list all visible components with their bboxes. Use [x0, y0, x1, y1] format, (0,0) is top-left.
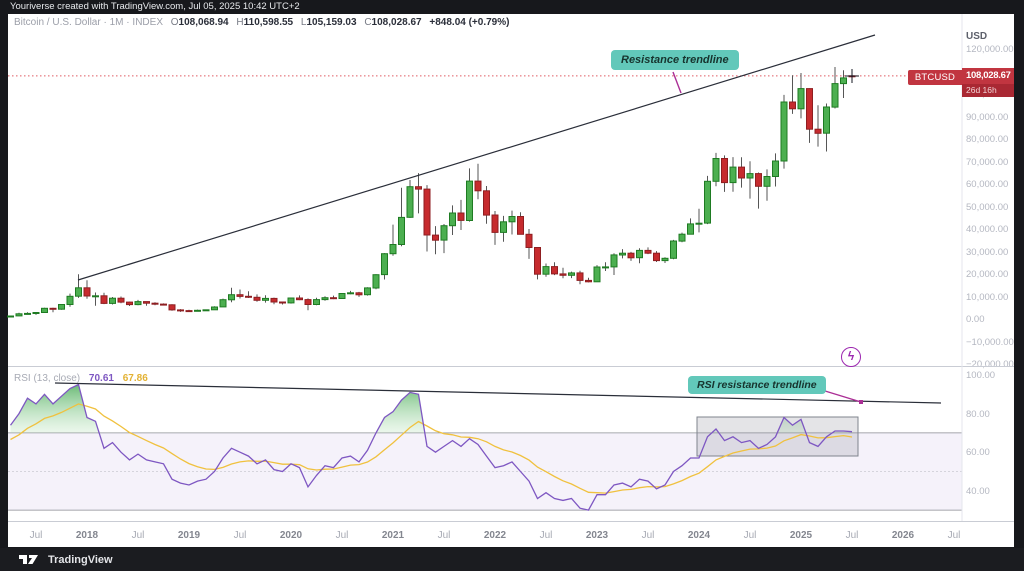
- last-price-label: 108,028.67 26d 16h: [962, 68, 1014, 97]
- time-tick: 2025: [789, 530, 813, 541]
- attribution-text: Youriverse created with TradingView.com,…: [10, 1, 300, 12]
- symbol-title[interactable]: Bitcoin / U.S. Dollar: [14, 17, 101, 28]
- close-value: 108,028.67: [371, 17, 422, 28]
- high-label: H: [236, 17, 244, 28]
- time-tick: 2023: [585, 530, 609, 541]
- time-tick: 2018: [75, 530, 99, 541]
- time-tick: Jul: [947, 530, 961, 541]
- rsi-legend[interactable]: RSI (13, close) 70.61 67.86: [14, 373, 148, 384]
- rsi-tick: 60.00: [966, 447, 990, 459]
- price-tick: −20,000.00: [966, 359, 1014, 370]
- resistance-trendline-callout[interactable]: Resistance trendline: [611, 50, 739, 70]
- chart-panel: [8, 14, 1014, 547]
- close-label: C: [364, 17, 372, 28]
- price-tick: −10,000.00: [966, 336, 1014, 348]
- open-value: 108,068.94: [178, 17, 229, 28]
- rsi-value: 70.61: [88, 373, 114, 384]
- time-tick: 2019: [177, 530, 201, 541]
- price-tick: 20,000.00: [966, 269, 1009, 280]
- time-tick: 2022: [483, 530, 507, 541]
- price-tick: 60,000.00: [966, 179, 1009, 190]
- interval-label[interactable]: 1M: [109, 17, 124, 28]
- time-tick: Jul: [743, 530, 757, 541]
- axis-currency-label: USD: [966, 31, 988, 42]
- price-tick: 40,000.00: [966, 224, 1009, 235]
- symbol-price-tag: BTCUSD: [908, 70, 962, 85]
- price-tick: 90,000.00: [966, 111, 1009, 123]
- attribution-bar: Youriverse created with TradingView.com,…: [0, 0, 1024, 14]
- price-tick: 80,000.00: [966, 134, 1009, 145]
- price-tick: 30,000.00: [966, 246, 1009, 258]
- price-tick: 120,000.00: [966, 44, 1014, 55]
- time-tick: 2026: [891, 530, 915, 541]
- lightning-bolt-icon[interactable]: ϟ: [841, 347, 861, 367]
- rsi-ma-value: 67.86: [122, 373, 148, 384]
- time-tick: 2021: [381, 530, 405, 541]
- time-tick: Jul: [845, 530, 859, 541]
- footer-bar: TradingView: [0, 548, 1024, 571]
- rsi-tick: 40.00: [966, 485, 990, 497]
- time-tick: Jul: [29, 530, 43, 541]
- symbol-legend[interactable]: Bitcoin / U.S. Dollar · 1M · INDEX O108,…: [14, 17, 510, 28]
- change-value: +848.04 (+0.79%): [429, 17, 510, 28]
- high-value: 110,598.55: [243, 17, 294, 28]
- time-tick: Jul: [641, 530, 655, 541]
- rsi-resistance-trendline-callout[interactable]: RSI resistance trendline: [688, 376, 826, 394]
- time-tick: Jul: [131, 530, 145, 541]
- tradingview-logo-icon[interactable]: [18, 554, 40, 566]
- tradingview-brand-text[interactable]: TradingView: [48, 553, 113, 566]
- exchange-label: INDEX: [132, 17, 163, 28]
- bar-countdown: 26d 16h: [962, 84, 1014, 97]
- low-label: L: [300, 17, 307, 28]
- price-tick: 10,000.00: [966, 291, 1009, 303]
- open-label: O: [170, 17, 179, 28]
- pane-separator-handle[interactable]: [8, 364, 962, 369]
- low-value: 105,159.03: [306, 17, 357, 28]
- time-tick: 2024: [687, 530, 711, 541]
- rsi-tick: 80.00: [966, 408, 990, 420]
- time-tick: Jul: [539, 530, 553, 541]
- time-tick: Jul: [233, 530, 247, 541]
- time-tick: Jul: [335, 530, 349, 541]
- rsi-title[interactable]: RSI (13, close): [14, 373, 81, 384]
- time-tick: 2020: [279, 530, 303, 541]
- price-tick: 50,000.00: [966, 201, 1009, 213]
- price-tick: 0.00: [966, 314, 985, 325]
- rsi-tick: 100.00: [966, 370, 996, 381]
- price-tick: 70,000.00: [966, 156, 1009, 168]
- last-price-value: 108,028.67: [962, 68, 1014, 84]
- time-tick: Jul: [437, 530, 451, 541]
